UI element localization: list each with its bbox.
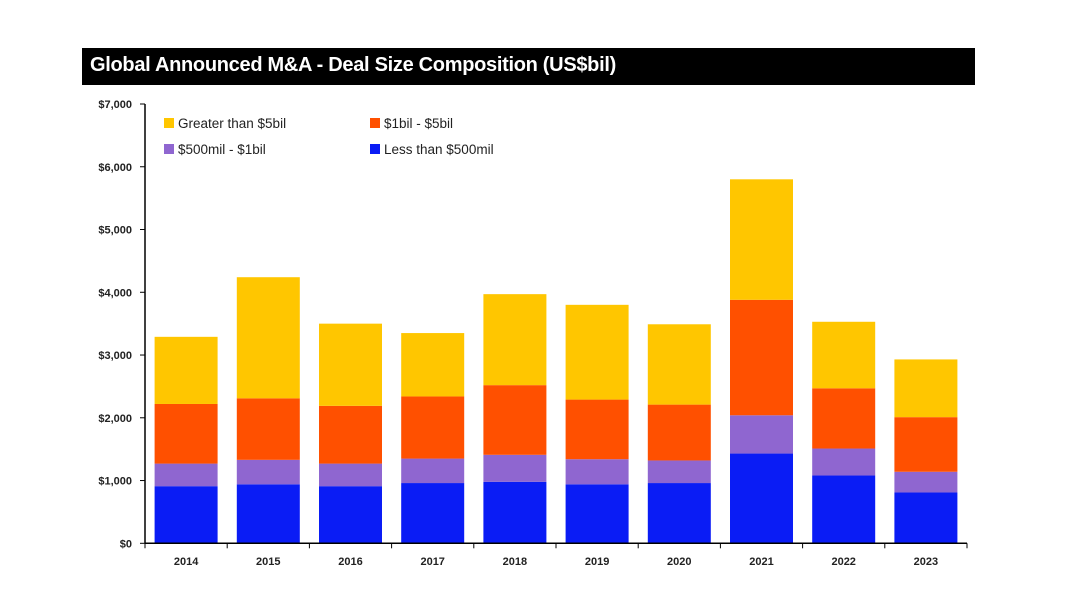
bar-segment-2019-s1: [565, 459, 629, 485]
bar-segment-2016-s0: [319, 486, 382, 544]
legend-swatch: [164, 144, 174, 154]
y-tick-label: $5,000: [98, 225, 132, 237]
bar-segment-2015-s3: [236, 277, 300, 399]
bar-segment-2016-s2: [319, 405, 382, 464]
bar-segment-2017-s0: [401, 483, 465, 544]
bar-segment-2017-s1: [401, 458, 465, 484]
x-tick-label: 2018: [503, 556, 527, 568]
bar-segment-2022-s2: [812, 388, 876, 449]
bar-segment-2021-s1: [730, 415, 793, 454]
y-tick-label: $2,000: [98, 413, 132, 425]
bar-segment-2020-s1: [647, 460, 711, 484]
legend-label: Less than $500mil: [384, 142, 494, 157]
x-tick-label: 2021: [749, 556, 773, 568]
bar-segment-2018-s0: [483, 481, 547, 544]
y-tick-label: $6,000: [98, 162, 132, 174]
bar-segment-2021-s3: [730, 179, 793, 300]
bar-segment-2020-s3: [647, 324, 711, 405]
bar-segment-2019-s3: [565, 304, 629, 400]
bar-segment-2023-s2: [894, 417, 958, 472]
bar-segment-2016-s3: [319, 323, 382, 406]
bar-segment-2017-s2: [401, 396, 465, 459]
bar-segment-2018-s1: [483, 454, 547, 482]
bar-segment-2016-s1: [319, 463, 382, 487]
x-tick-label: 2017: [420, 556, 444, 568]
bar-segment-2015-s1: [236, 459, 300, 485]
bar-segment-2014-s2: [154, 403, 218, 464]
bar-segment-2021-s0: [730, 453, 793, 544]
x-tick-label: 2014: [174, 556, 199, 568]
bar-segment-2015-s0: [236, 484, 300, 544]
y-tick-label: $7,000: [98, 99, 132, 111]
x-tick-label: 2023: [914, 556, 938, 568]
x-tick-label: 2020: [667, 556, 691, 568]
legend-label: $1bil - $5bil: [384, 116, 453, 131]
bar-segment-2017-s3: [401, 333, 465, 397]
chart-title: Global Announced M&A - Deal Size Composi…: [90, 54, 616, 76]
bar-segment-2023-s1: [894, 471, 958, 493]
bar-segment-2014-s0: [154, 486, 218, 544]
bar-segment-2015-s2: [236, 398, 300, 460]
x-tick-label: 2015: [256, 556, 280, 568]
legend-label: $500mil - $1bil: [178, 142, 266, 157]
bar-segment-2022-s0: [812, 475, 876, 544]
y-tick-label: $4,000: [98, 287, 132, 299]
x-tick-label: 2019: [585, 556, 609, 568]
bar-segment-2022-s1: [812, 448, 876, 476]
bar-segment-2018-s3: [483, 294, 547, 386]
x-tick-label: 2016: [338, 556, 362, 568]
bar-segment-2014-s3: [154, 336, 218, 404]
legend-swatch: [370, 118, 380, 128]
bar-segment-2023-s3: [894, 359, 958, 418]
y-tick-label: $0: [120, 538, 132, 550]
legend-swatch: [370, 144, 380, 154]
bar-segment-2019-s2: [565, 399, 629, 460]
y-tick-label: $3,000: [98, 350, 132, 362]
bar-segment-2021-s2: [730, 299, 793, 416]
bar-segment-2014-s1: [154, 463, 218, 487]
bar-segment-2019-s0: [565, 484, 629, 544]
bar-segment-2018-s2: [483, 385, 547, 455]
bar-segment-2023-s0: [894, 492, 958, 544]
chart-title-bar: Global Announced M&A - Deal Size Composi…: [82, 48, 975, 85]
bar-segment-2020-s0: [647, 483, 711, 544]
legend-swatch: [164, 118, 174, 128]
bar-segment-2022-s3: [812, 321, 876, 389]
x-tick-label: 2022: [831, 556, 855, 568]
legend-label: Greater than $5bil: [178, 116, 286, 131]
bar-segment-2020-s2: [647, 404, 711, 461]
y-tick-label: $1,000: [98, 476, 132, 488]
